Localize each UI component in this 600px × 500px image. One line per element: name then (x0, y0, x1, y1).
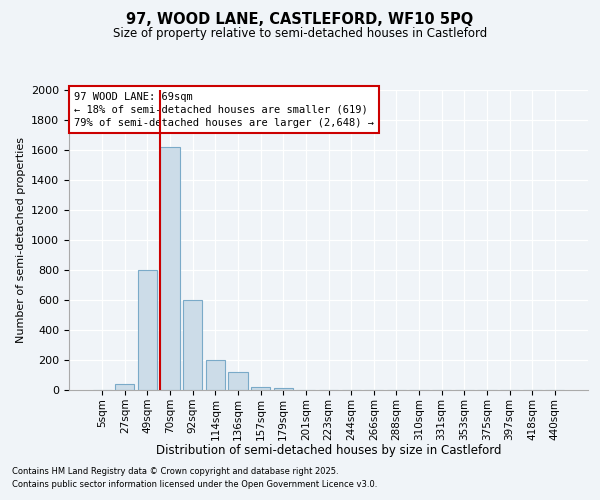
Bar (251, 387, 270, 390)
X-axis label: Distribution of semi-detached houses by size in Castleford: Distribution of semi-detached houses by … (156, 444, 501, 457)
Y-axis label: Number of semi-detached properties: Number of semi-detached properties (16, 137, 26, 343)
Text: Contains public sector information licensed under the Open Government Licence v3: Contains public sector information licen… (12, 480, 377, 489)
Text: Size of property relative to semi-detached houses in Castleford: Size of property relative to semi-detach… (113, 28, 487, 40)
Text: Contains HM Land Registry data © Crown copyright and database right 2025.: Contains HM Land Registry data © Crown c… (12, 467, 338, 476)
Bar (115, 384, 134, 390)
Bar (183, 300, 202, 390)
Text: 97, WOOD LANE, CASTLEFORD, WF10 5PQ: 97, WOOD LANE, CASTLEFORD, WF10 5PQ (127, 12, 473, 28)
Bar (138, 270, 157, 390)
Bar (160, 147, 180, 390)
Bar (274, 388, 293, 390)
Text: 97 WOOD LANE: 69sqm
← 18% of semi-detached houses are smaller (619)
79% of semi-: 97 WOOD LANE: 69sqm ← 18% of semi-detach… (74, 92, 374, 128)
Bar (229, 372, 248, 390)
Bar (206, 360, 225, 390)
